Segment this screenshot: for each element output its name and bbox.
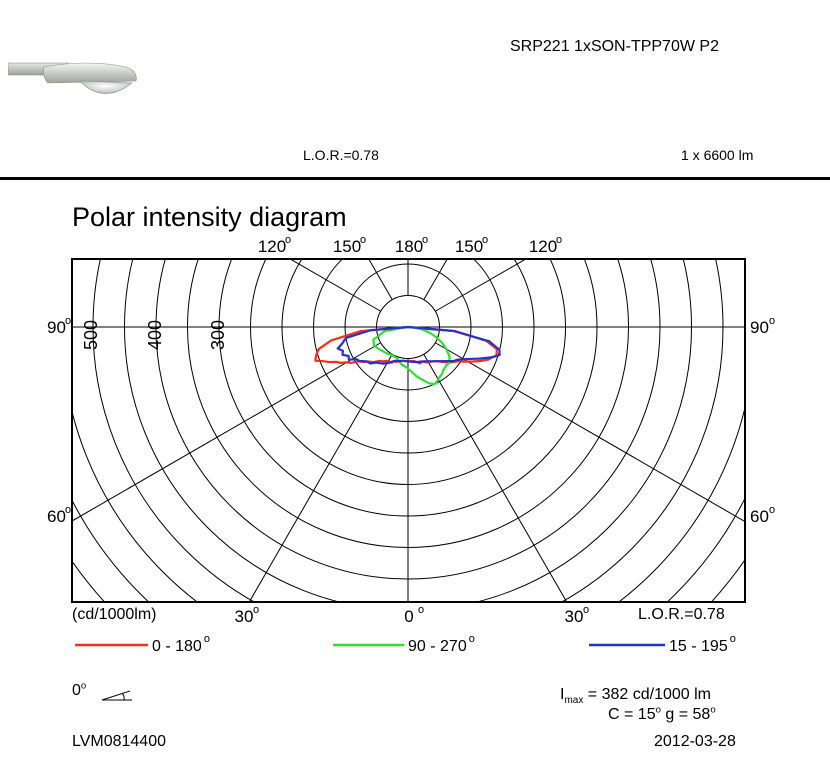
legend: 0 - 180 o 90 - 270 o 15 - 195 o (75, 633, 736, 655)
degree-symbol: o (769, 315, 775, 327)
degree-symbol: o (556, 234, 562, 246)
angle-label-left: 60 (47, 507, 66, 526)
product-name: SRP221 1xSON-TPP70W P2 (510, 38, 719, 55)
zero-reference-degree: o (80, 680, 87, 692)
degree-symbol: o (730, 633, 736, 645)
degree-symbol: o (469, 633, 475, 645)
angle-label-right: 60 (750, 507, 769, 526)
gamma-angle-degree: o (710, 704, 716, 716)
angle-label-bottom: 0 (404, 607, 413, 626)
unit-label: (cd/1000lm) (72, 606, 157, 623)
legend-label: 90 - 270 (408, 638, 467, 655)
grid-spoke (435, 259, 527, 312)
degree-symbol: o (418, 604, 424, 616)
angle-label-top: 120 (258, 237, 286, 256)
zero-reference-value: 0 (72, 682, 81, 699)
imax-value: Imax = 382 cd/1000 lm (560, 686, 711, 706)
imax-text: = 382 cd/1000 lm (583, 686, 711, 703)
degree-symbol: o (769, 504, 775, 516)
angle-label-bottom: 30 (235, 607, 254, 626)
degree-symbol: o (285, 234, 291, 246)
plot-frame (71, 258, 746, 603)
degree-symbol: o (360, 234, 366, 246)
c-plane: C = 15 (608, 706, 656, 723)
document-code: LVM0814400 (72, 733, 166, 750)
degree-symbol: o (65, 315, 71, 327)
angle-label-top: 150 (455, 237, 483, 256)
radial-tick-label: 400 (145, 320, 165, 350)
legend-label: 0 - 180 (152, 638, 202, 655)
lamp-flux: 1 x 6600 lm (681, 147, 754, 163)
grid-spoke (248, 354, 393, 602)
angle-label-right: 90 (750, 318, 769, 337)
street-light-luminaire-icon (8, 62, 137, 94)
lor-value: L.O.R.=0.78 (303, 147, 379, 163)
radial-tick-label: 500 (81, 320, 101, 350)
angle-label-bottom: 30 (565, 607, 584, 626)
degree-symbol: o (65, 504, 71, 516)
zero-reference: 0o (72, 680, 87, 700)
chart-title: Polar intensity diagram (72, 202, 347, 232)
degree-symbol: o (583, 604, 589, 616)
degree-symbol: o (204, 633, 210, 645)
angle-label-top: 120 (529, 237, 557, 256)
document-date: 2012-03-28 (654, 733, 736, 750)
angle-label-top: 150 (333, 237, 361, 256)
radial-tick-label: 300 (208, 320, 228, 350)
degree-symbol: o (482, 234, 488, 246)
grid-spoke (289, 259, 381, 312)
imax-subscript: max (564, 695, 584, 707)
grid-spoke (72, 342, 381, 522)
c-gamma-values: C = 15o g = 58o (608, 704, 716, 724)
degree-symbol: o (253, 604, 259, 616)
gamma-angle: g = 58 (665, 706, 711, 723)
grid-spoke (423, 354, 568, 602)
angle-label-top: 180 (395, 237, 423, 256)
grid-spoke (435, 342, 745, 523)
tilt-indicator-icon (101, 690, 132, 701)
angle-label-left: 90 (47, 318, 66, 337)
intensity-curves (314, 325, 501, 386)
lor-label: L.O.R.=0.78 (638, 606, 725, 623)
degree-symbol: o (422, 234, 428, 246)
legend-label: 15 - 195 (669, 638, 728, 655)
c-plane-degree: o (655, 704, 661, 716)
header-divider (0, 177, 830, 180)
imax-prefix: I (560, 686, 565, 703)
series-curve-3 (336, 325, 501, 365)
series-curve-2 (372, 325, 451, 386)
